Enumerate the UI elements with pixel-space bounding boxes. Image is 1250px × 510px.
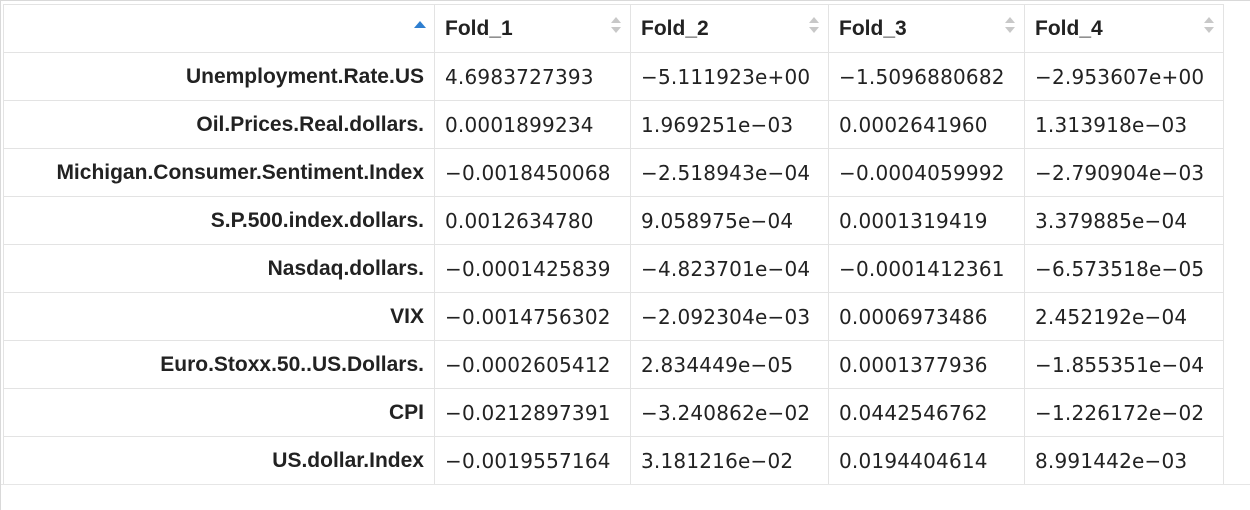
sort-ascending-icon[interactable] bbox=[414, 21, 426, 28]
table-cell: −0.0212897391 bbox=[434, 388, 631, 437]
column-header-fold-1[interactable]: Fold_1 bbox=[434, 4, 631, 53]
table-row: Nasdaq.dollars. −0.0001425839 −4.823701e… bbox=[3, 244, 1224, 293]
table-row: US.dollar.Index −0.0019557164 3.181216e−… bbox=[3, 436, 1224, 485]
sort-both-icon[interactable] bbox=[611, 17, 621, 35]
table-cell: 3.181216e−02 bbox=[630, 436, 829, 485]
table-cell: −4.823701e−04 bbox=[630, 244, 829, 293]
table-cell: 2.834449e−05 bbox=[630, 340, 829, 389]
table-cell: −0.0018450068 bbox=[434, 148, 631, 197]
table-row: S.P.500.index.dollars. 0.0012634780 9.05… bbox=[3, 196, 1224, 245]
row-name: Unemployment.Rate.US bbox=[3, 52, 435, 101]
table-cell: −1.855351e−04 bbox=[1024, 340, 1224, 389]
table-cell: −0.0019557164 bbox=[434, 436, 631, 485]
table-cell: −2.790904e−03 bbox=[1024, 148, 1224, 197]
data-table: Fold_1 Fold_2 Fold_3 Fold_4 Une bbox=[3, 4, 1224, 485]
column-header-fold-3[interactable]: Fold_3 bbox=[828, 4, 1025, 53]
table-cell: 8.991442e−03 bbox=[1024, 436, 1224, 485]
row-name: VIX bbox=[3, 292, 435, 341]
table-row: Michigan.Consumer.Sentiment.Index −0.001… bbox=[3, 148, 1224, 197]
column-header-fold-2[interactable]: Fold_2 bbox=[630, 4, 829, 53]
column-header-label: Fold_1 bbox=[445, 16, 513, 40]
sort-both-icon[interactable] bbox=[1204, 17, 1214, 35]
sort-both-icon[interactable] bbox=[809, 17, 819, 35]
table-cell: 2.452192e−04 bbox=[1024, 292, 1224, 341]
table-cell: 1.313918e−03 bbox=[1024, 100, 1224, 149]
table-cell: −0.0002605412 bbox=[434, 340, 631, 389]
table-cell: 0.0002641960 bbox=[828, 100, 1025, 149]
table-cell: −1.5096880682 bbox=[828, 52, 1025, 101]
header-row: Fold_1 Fold_2 Fold_3 Fold_4 bbox=[3, 4, 1224, 53]
table-cell: 0.0194404614 bbox=[828, 436, 1025, 485]
divider bbox=[1, 484, 1250, 485]
table-cell: −0.0001412361 bbox=[828, 244, 1025, 293]
column-header-label: Fold_3 bbox=[839, 16, 907, 40]
table-cell: 0.0012634780 bbox=[434, 196, 631, 245]
table-cell: 3.379885e−04 bbox=[1024, 196, 1224, 245]
table-cell: 4.6983727393 bbox=[434, 52, 631, 101]
row-name: Oil.Prices.Real.dollars. bbox=[3, 100, 435, 149]
table-cell: 0.0001377936 bbox=[828, 340, 1025, 389]
table-row: Euro.Stoxx.50..US.Dollars. −0.0002605412… bbox=[3, 340, 1224, 389]
table-cell: −2.518943e−04 bbox=[630, 148, 829, 197]
row-name: Nasdaq.dollars. bbox=[3, 244, 435, 293]
column-header-label: Fold_2 bbox=[641, 16, 709, 40]
table-cell: −5.111923e+00 bbox=[630, 52, 829, 101]
table-cell: 9.058975e−04 bbox=[630, 196, 829, 245]
table-cell: −0.0014756302 bbox=[434, 292, 631, 341]
row-name: US.dollar.Index bbox=[3, 436, 435, 485]
table-cell: 0.0006973486 bbox=[828, 292, 1025, 341]
table-cell: −1.226172e−02 bbox=[1024, 388, 1224, 437]
table-cell: −0.0001425839 bbox=[434, 244, 631, 293]
column-header-label: Fold_4 bbox=[1035, 16, 1103, 40]
table-row: VIX −0.0014756302 −2.092304e−03 0.000697… bbox=[3, 292, 1224, 341]
row-name: CPI bbox=[3, 388, 435, 437]
table-cell: 0.0001899234 bbox=[434, 100, 631, 149]
table-cell: 0.0442546762 bbox=[828, 388, 1025, 437]
column-header-rownames[interactable] bbox=[3, 4, 435, 53]
table-row: Unemployment.Rate.US 4.6983727393 −5.111… bbox=[3, 52, 1224, 101]
column-header-fold-4[interactable]: Fold_4 bbox=[1024, 4, 1224, 53]
table-cell: −0.0004059992 bbox=[828, 148, 1025, 197]
table-cell: −2.092304e−03 bbox=[630, 292, 829, 341]
table-cell: −3.240862e−02 bbox=[630, 388, 829, 437]
sort-both-icon[interactable] bbox=[1005, 17, 1015, 35]
table-row: Oil.Prices.Real.dollars. 0.0001899234 1.… bbox=[3, 100, 1224, 149]
table-row: CPI −0.0212897391 −3.240862e−02 0.044254… bbox=[3, 388, 1224, 437]
row-name: S.P.500.index.dollars. bbox=[3, 196, 435, 245]
table-cell: −6.573518e−05 bbox=[1024, 244, 1224, 293]
row-name: Michigan.Consumer.Sentiment.Index bbox=[3, 148, 435, 197]
table-cell: −2.953607e+00 bbox=[1024, 52, 1224, 101]
row-name: Euro.Stoxx.50..US.Dollars. bbox=[3, 340, 435, 389]
table-cell: 0.0001319419 bbox=[828, 196, 1025, 245]
table-cell: 1.969251e−03 bbox=[630, 100, 829, 149]
